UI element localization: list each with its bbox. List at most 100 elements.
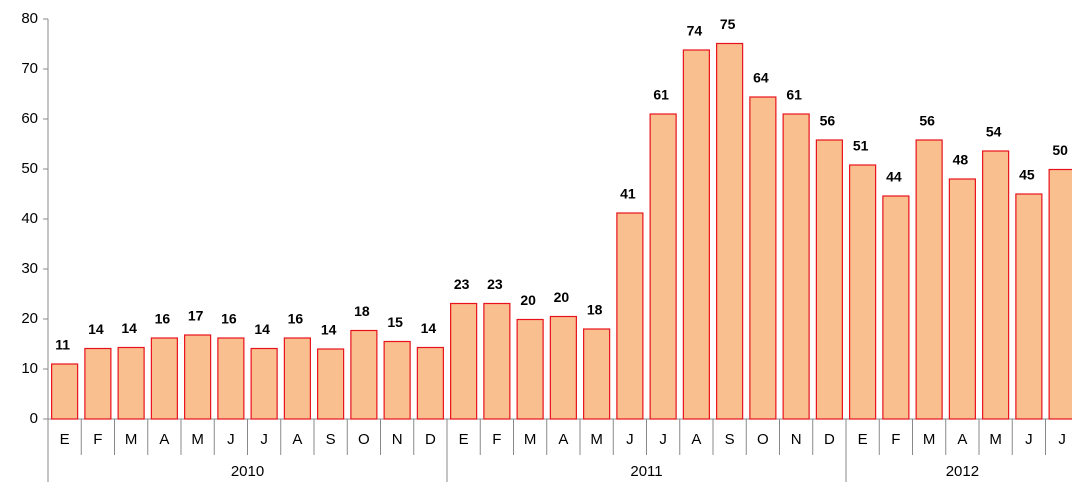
data-label: 18 <box>354 303 370 319</box>
data-label: 16 <box>288 311 304 327</box>
y-tick-label: 60 <box>21 110 38 127</box>
bar <box>882 195 910 420</box>
bar <box>317 348 345 420</box>
x-tick-label: J <box>659 431 667 448</box>
bar <box>283 337 311 420</box>
x-tick-label: M <box>590 431 603 448</box>
data-label: 50 <box>1052 142 1068 158</box>
data-label: 14 <box>121 320 137 336</box>
group-label: 2010 <box>231 463 264 480</box>
data-label: 16 <box>221 311 237 327</box>
bar <box>815 139 843 420</box>
bar <box>782 113 810 420</box>
data-label: 75 <box>720 16 736 32</box>
x-tick-label: A <box>159 431 169 448</box>
data-label: 11 <box>55 337 70 353</box>
data-label: 14 <box>254 321 270 337</box>
x-tick-label: E <box>858 431 868 448</box>
data-label: 54 <box>986 124 1002 140</box>
data-label: 56 <box>919 113 935 129</box>
x-tick-label: E <box>60 431 70 448</box>
x-tick-label: M <box>923 431 936 448</box>
bar <box>416 346 444 420</box>
x-tick-label: J <box>260 431 268 448</box>
bar <box>217 337 245 420</box>
bar <box>184 334 212 420</box>
bar <box>982 150 1010 420</box>
bar <box>1015 193 1043 420</box>
x-tick-label: A <box>292 431 302 448</box>
data-label: 23 <box>487 276 503 292</box>
data-label: 20 <box>520 292 536 308</box>
x-tick-label: M <box>989 431 1002 448</box>
y-tick-label: 10 <box>21 360 38 377</box>
x-tick-label: D <box>425 431 436 448</box>
y-tick-label: 40 <box>21 210 38 227</box>
data-label: 44 <box>886 169 902 185</box>
bar <box>583 328 611 420</box>
bar <box>350 329 378 420</box>
x-tick-label: M <box>125 431 138 448</box>
bar <box>51 363 79 420</box>
x-tick-label: A <box>558 431 568 448</box>
data-label: 41 <box>620 186 636 202</box>
data-label: 23 <box>454 276 470 292</box>
bar <box>849 164 877 420</box>
y-tick-label: 80 <box>21 10 38 27</box>
data-label: 15 <box>387 314 403 330</box>
bar <box>1048 168 1072 420</box>
y-tick-label: 30 <box>21 260 38 277</box>
bar <box>716 42 744 420</box>
bar <box>616 212 644 420</box>
x-tick-label: S <box>326 431 336 448</box>
x-tick-label: J <box>1058 431 1066 448</box>
x-tick-label: F <box>93 431 102 448</box>
bar <box>250 347 278 420</box>
data-label: 61 <box>786 87 802 103</box>
data-label: 74 <box>687 23 703 39</box>
x-tick-label: A <box>957 431 967 448</box>
bar <box>915 139 943 420</box>
y-tick-label: 50 <box>21 160 38 177</box>
group-label: 2012 <box>946 463 979 480</box>
bar <box>84 347 112 420</box>
data-label: 61 <box>653 87 669 103</box>
data-label: 56 <box>820 113 836 129</box>
x-tick-label: J <box>227 431 235 448</box>
x-tick-label: J <box>1025 431 1033 448</box>
y-tick-label: 0 <box>30 410 38 427</box>
x-tick-label: S <box>725 431 735 448</box>
bar <box>948 178 976 420</box>
bar <box>682 49 710 420</box>
x-tick-label: O <box>757 431 769 448</box>
bar <box>516 318 544 420</box>
bar <box>383 340 411 420</box>
data-label: 14 <box>321 322 337 338</box>
x-tick-label: N <box>392 431 403 448</box>
x-tick-label: F <box>891 431 900 448</box>
data-label: 48 <box>953 152 969 168</box>
bar <box>649 113 677 420</box>
bar <box>450 302 478 420</box>
x-tick-label: E <box>459 431 469 448</box>
data-label: 18 <box>587 302 603 318</box>
x-tick-label: F <box>492 431 501 448</box>
data-label: 51 <box>853 138 869 154</box>
bar <box>117 346 145 420</box>
bar <box>150 337 178 420</box>
x-tick-label: M <box>524 431 537 448</box>
bar <box>483 302 511 420</box>
x-tick-label: D <box>824 431 835 448</box>
data-label: 20 <box>554 289 570 305</box>
data-label: 17 <box>188 308 204 324</box>
x-tick-label: O <box>358 431 370 448</box>
data-label: 45 <box>1019 167 1035 183</box>
data-label: 16 <box>155 311 171 327</box>
y-tick-label: 70 <box>21 60 38 77</box>
x-tick-label: M <box>191 431 204 448</box>
x-tick-label: N <box>791 431 802 448</box>
data-label: 14 <box>421 320 437 336</box>
data-label: 64 <box>753 70 769 86</box>
bar <box>749 96 777 420</box>
